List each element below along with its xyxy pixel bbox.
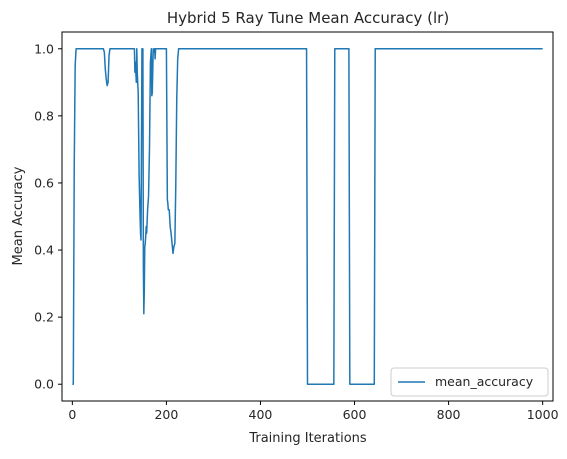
x-axis: 0 200 400 600 800 1000 bbox=[68, 401, 559, 422]
chart-title: Hybrid 5 Ray Tune Mean Accuracy (lr) bbox=[167, 9, 449, 27]
x-tick-label: 1000 bbox=[527, 407, 559, 422]
series-line-mean_accuracy bbox=[72, 48, 543, 385]
legend-label: mean_accuracy bbox=[435, 374, 534, 389]
y-tick-label: 0.8 bbox=[34, 108, 54, 123]
x-tick-label: 400 bbox=[249, 407, 273, 422]
y-tick-label: 1.0 bbox=[34, 41, 54, 56]
legend-box bbox=[390, 367, 549, 397]
axes-frame bbox=[61, 31, 554, 402]
x-tick-label: 0 bbox=[68, 407, 76, 422]
x-tick-label: 600 bbox=[343, 407, 367, 422]
y-axis-label: Mean Accuracy bbox=[11, 166, 26, 265]
x-tick-label: 200 bbox=[154, 407, 178, 422]
y-tick-label: 0.4 bbox=[34, 243, 54, 258]
x-tick-label: 800 bbox=[437, 407, 461, 422]
x-axis-label: Training Iterations bbox=[248, 431, 367, 446]
y-tick-label: 0.0 bbox=[34, 377, 54, 392]
legend: mean_accuracy bbox=[390, 367, 549, 397]
y-axis: 0.0 0.2 0.4 0.6 0.8 1.0 bbox=[34, 41, 62, 392]
y-tick-label: 0.2 bbox=[34, 310, 54, 325]
y-tick-label: 0.6 bbox=[34, 175, 54, 190]
plot-area bbox=[72, 48, 543, 385]
